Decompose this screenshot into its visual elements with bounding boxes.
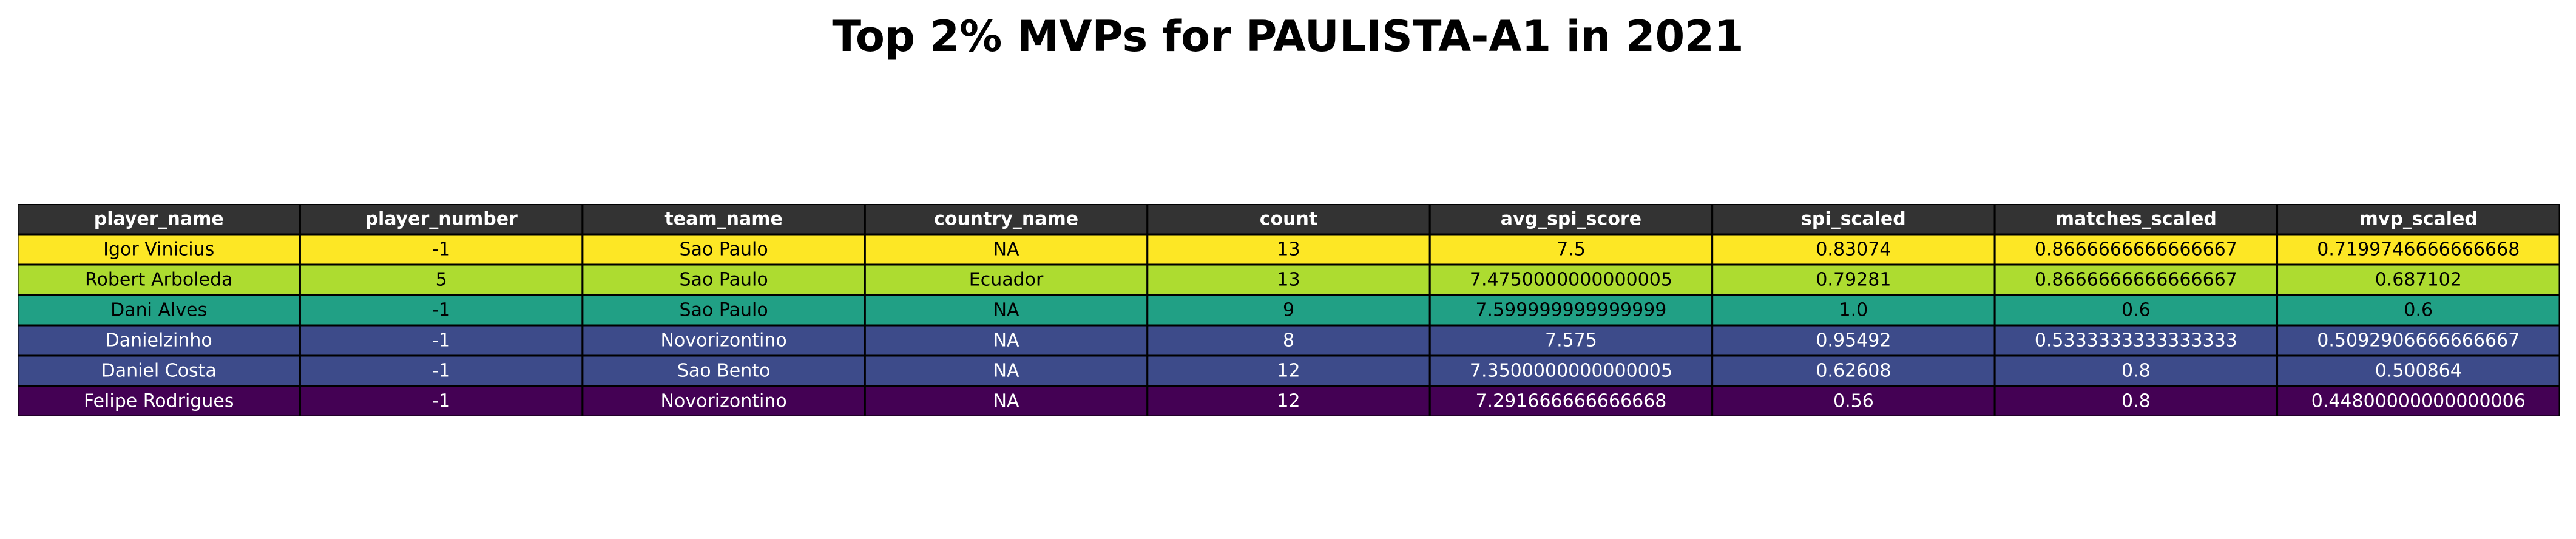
table-cell-r4-c4: NA — [993, 330, 1019, 351]
table-cell-r5-c6: 7.3500000000000005 — [1470, 361, 1672, 382]
table-cell-r1-c2: -1 — [432, 239, 450, 260]
header-cell-mvp-scaled: mvp_scaled — [2359, 209, 2478, 230]
table-cell-r3-c2: -1 — [432, 300, 450, 321]
table-cell-r2-c5: 13 — [1277, 270, 1300, 291]
table-cell-r2-c2-bg — [299, 263, 584, 296]
table-cell-r5-c7: 0.62608 — [1816, 361, 1891, 382]
table-cell-r1-c8: 0.8666666666666667 — [2035, 239, 2237, 260]
table-cell-r4-c8: 0.5333333333333333 — [2035, 330, 2237, 351]
header-cell-spi-scaled-bg — [1711, 204, 1996, 236]
header-cell-player-number-bg — [299, 204, 584, 236]
table-cell-r1-c1: Igor Vinicius — [103, 239, 214, 260]
table-cell-r6-c8: 0.8 — [2121, 391, 2151, 412]
table-cell-r4-c9: 0.5092906666666667 — [2317, 330, 2520, 351]
table-cell-r5-c1: Daniel Costa — [101, 361, 217, 382]
table-cell-r6-c5: 12 — [1277, 391, 1300, 412]
table-cell-r6-c9: 0.44800000000000006 — [2311, 391, 2526, 412]
table-cell-r3-c4-bg — [864, 294, 1149, 327]
table-cell-r5-c5: 12 — [1277, 361, 1300, 382]
table-cell-r2-c4: Ecuador — [969, 270, 1044, 291]
header-cell-mvp-scaled-bg — [2276, 204, 2560, 236]
table-cell-r4-c4-bg — [864, 324, 1149, 357]
table-cell-r4-c9-bg — [2276, 324, 2560, 357]
table-cell-r6-c9-bg — [2276, 385, 2560, 416]
header-cell-matches-scaled: matches_scaled — [2055, 209, 2217, 230]
table-cell-r6-c3-bg — [581, 385, 866, 416]
header-cell-count-bg — [1146, 204, 1431, 236]
table-cell-r6-c7-bg — [1711, 385, 1996, 416]
table-cell-r4-c6-bg — [1428, 324, 1714, 357]
table-cell-r5-c2: -1 — [432, 361, 450, 382]
table-cell-r6-c5-bg — [1146, 385, 1431, 416]
table-cell-r4-c1-bg — [18, 324, 301, 357]
table-cell-r3-c4: NA — [993, 300, 1019, 321]
header-cell-country-name-bg — [864, 204, 1149, 236]
table-cell-r3-c3: Sao Paulo — [680, 300, 768, 321]
table-cell-r2-c8-bg — [1993, 263, 2279, 296]
header-cell-avg-spi-score: avg_spi_score — [1501, 209, 1641, 230]
mvp-table: player_name player_number team_name country… — [18, 204, 2560, 416]
table-cell-r1-c4: NA — [993, 239, 1019, 260]
table-cell-r3-c9: 0.6 — [2404, 300, 2433, 321]
table-cell-r6-c1-bg — [18, 385, 301, 416]
table-cell-r6-c8-bg — [1993, 385, 2279, 416]
table-cell-r1-c7: 0.83074 — [1816, 239, 1891, 260]
table-cell-r2-c6-bg — [1428, 263, 1714, 296]
table-cell-r4-c2: -1 — [432, 330, 450, 351]
table-cell-r6-c6-bg — [1428, 385, 1714, 416]
header-cell-player-name: player_name — [94, 209, 224, 230]
table-cell-r2-c6: 7.4750000000000005 — [1470, 270, 1672, 291]
table-cell-r4-c7: 0.95492 — [1816, 330, 1891, 351]
table-cell-r4-c6: 7.575 — [1545, 330, 1597, 351]
table-cell-r2-c7: 0.79281 — [1816, 270, 1891, 291]
table-cell-r6-c2: -1 — [432, 391, 450, 412]
table-cell-r3-c6: 7.599999999999999 — [1475, 300, 1666, 321]
header-cell-player-number: player_number — [365, 209, 518, 230]
table-cell-r4-c3: Novorizontino — [661, 330, 787, 351]
table-cell-r2-c2: 5 — [436, 270, 447, 291]
table-cell-r2-c9: 0.687102 — [2375, 270, 2462, 291]
table-cell-r1-c3-bg — [581, 233, 866, 266]
table-cell-r3-c5: 9 — [1283, 300, 1294, 321]
table-cell-r1-c1-bg — [18, 233, 301, 266]
table-cell-r5-c8: 0.8 — [2121, 361, 2151, 382]
table-cell-r1-c5: 13 — [1277, 239, 1300, 260]
table-cell-r1-c6: 7.5 — [1557, 239, 1586, 260]
table-cell-r4-c1: Danielzinho — [106, 330, 212, 351]
table-cell-r5-c4: NA — [993, 361, 1019, 382]
table-cell-r6-c7: 0.56 — [1833, 391, 1874, 412]
table-cell-r6-c3: Novorizontino — [661, 391, 787, 412]
table-cell-r6-c1: Felipe Rodrigues — [84, 391, 234, 412]
table-cell-r2-c3-bg — [581, 263, 866, 296]
table-cell-r4-c5: 8 — [1283, 330, 1294, 351]
table-cell-r5-c9-bg — [2276, 354, 2560, 387]
table-cell-r3-c9-bg — [2276, 294, 2560, 327]
table-cell-r3-c7: 1.0 — [1839, 300, 1868, 321]
table-cell-r3-c1: Dani Alves — [110, 300, 207, 321]
table-cell-r4-c3-bg — [581, 324, 866, 357]
table-cell-r5-c3: Sao Bento — [677, 361, 771, 382]
table-cell-r1-c9: 0.7199746666666668 — [2317, 239, 2520, 260]
table-cell-r2-c3: Sao Paulo — [680, 270, 768, 291]
table-cell-r3-c8: 0.6 — [2121, 300, 2151, 321]
table-cell-r5-c5-bg — [1146, 354, 1431, 387]
table-cell-r6-c4: NA — [993, 391, 1019, 412]
table-cell-r1-c5-bg — [1146, 233, 1431, 266]
table-cell-r1-c9-bg — [2276, 233, 2560, 266]
header-cell-country-name: country_name — [934, 209, 1078, 230]
table-cell-r6-c6: 7.291666666666668 — [1475, 391, 1666, 412]
header-cell-matches-scaled-bg — [1993, 204, 2279, 236]
table-cell-r2-c1: Robert Arboleda — [85, 270, 232, 291]
header-cell-spi-scaled: spi_scaled — [1801, 209, 1906, 230]
header-cell-count: count — [1260, 209, 1317, 230]
table-cell-r5-c3-bg — [581, 354, 866, 387]
chart-title: Top 2% MVPs for PAULISTA-A1 in 2021 — [832, 12, 1744, 61]
table-cell-r2-c8: 0.8666666666666667 — [2035, 270, 2237, 291]
table-cell-r3-c3-bg — [581, 294, 866, 327]
table-cell-r1-c3: Sao Paulo — [680, 239, 768, 260]
table-cell-r1-c7-bg — [1711, 233, 1996, 266]
header-cell-team-name: team_name — [664, 209, 782, 230]
table-cell-r5-c9: 0.500864 — [2375, 361, 2462, 382]
